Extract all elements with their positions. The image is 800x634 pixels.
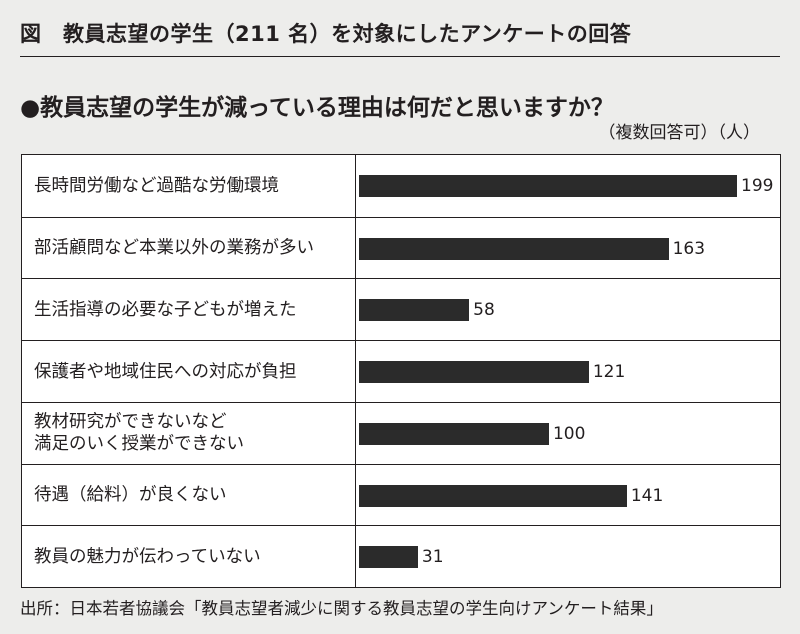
bar-value-label: 58 xyxy=(473,300,495,321)
category-label-line: 待遇（給料）が良くない xyxy=(34,485,227,505)
bar xyxy=(359,546,418,569)
units-note: （複数回答可）（人） xyxy=(598,123,761,143)
figure-title: 図 教員志望の学生（211 名）を対象にしたアンケートの回答 xyxy=(20,22,632,46)
category-label: 保護者や地域住民への対応が負担 xyxy=(34,341,349,402)
chart-row: 待遇（給料）が良くない 141 xyxy=(22,463,780,526)
category-label-line: 長時間労働など過酷な労働環境 xyxy=(34,175,279,196)
label-divider xyxy=(355,155,356,587)
chart-row: 生活指導の必要な子どもが増えた 58 xyxy=(22,278,780,340)
category-label-line: 教員の魅力が伝わっていない xyxy=(34,546,261,567)
chart-row: 部活顧問など本業以外の業務が多い 163 xyxy=(22,216,780,279)
bar-value-label: 121 xyxy=(592,362,626,383)
bar-value-label: 199 xyxy=(741,176,774,196)
category-label-line: 満足のいく授業ができない xyxy=(34,434,244,455)
category-label: 部活顧問など本業以外の業務が多い xyxy=(34,218,349,279)
bar-chart: 長時間労働など過酷な労働環境 199 部活顧問など本業以外の業務が多い 163 生活指導… xyxy=(21,154,781,588)
bar xyxy=(359,422,549,445)
title-rule xyxy=(20,56,780,57)
bar-value-label: 100 xyxy=(552,423,586,444)
bar xyxy=(359,175,737,197)
bar-value-label: 163 xyxy=(672,238,706,259)
bar-value-label: 31 xyxy=(421,547,444,568)
bar-value-label: 141 xyxy=(630,485,664,506)
category-label: 生活指導の必要な子どもが増えた xyxy=(34,279,349,340)
chart-row: 教員の魅力が伝わっていない 31 xyxy=(22,525,780,587)
category-label: 待遇（給料）が良くない xyxy=(34,465,349,526)
category-label: 教材研究ができないなど 満足のいく授業ができない xyxy=(34,403,349,464)
category-label-line: 部活顧問など本業以外の業務が多い xyxy=(34,238,314,259)
chart-row: 長時間労働など過酷な労働環境 199 xyxy=(22,155,780,216)
category-label: 長時間労働など過酷な労働環境 xyxy=(34,155,349,216)
chart-row: 保護者や地域住民への対応が負担 121 xyxy=(22,340,780,402)
bar xyxy=(359,484,627,507)
source-note: 出所：日本若者協議会「教員志望者減少に関する教員志望の学生向けアンケート結果」 xyxy=(20,599,663,618)
category-label-line: 生活指導の必要な子どもが増えた xyxy=(34,299,297,320)
bar xyxy=(359,361,589,384)
category-label-line: 保護者や地域住民への対応が負担 xyxy=(34,361,297,382)
bar xyxy=(359,237,669,260)
category-label-line: 教材研究ができないなど xyxy=(34,412,227,433)
category-label: 教員の魅力が伝わっていない xyxy=(34,526,349,587)
survey-question: ●教員志望の学生が減っている理由は何だと思いますか？ xyxy=(20,95,614,121)
chart-row: 教材研究ができないなど 満足のいく授業ができない 100 xyxy=(22,401,780,464)
bar xyxy=(359,299,470,322)
